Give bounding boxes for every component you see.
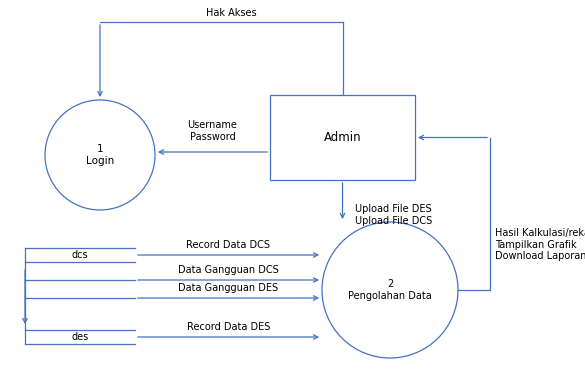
Text: Upload File DES
Upload File DCS: Upload File DES Upload File DCS (355, 204, 432, 226)
Text: Data Gangguan DCS: Data Gangguan DCS (178, 265, 279, 275)
Text: Username
Password: Username Password (188, 121, 238, 142)
Text: des: des (71, 332, 88, 342)
Text: Hak Akses: Hak Akses (206, 8, 257, 18)
Text: Record Data DCS: Record Data DCS (187, 240, 270, 250)
Text: Record Data DES: Record Data DES (187, 322, 270, 332)
Bar (270, 95, 415, 180)
Text: dcs: dcs (72, 250, 88, 260)
Text: Hasil Kalkulasi/rekapitulasi
Tampilkan Grafik
Download Laporan: Hasil Kalkulasi/rekapitulasi Tampilkan G… (495, 228, 585, 261)
Text: 1
Login: 1 Login (86, 144, 114, 166)
Text: Data Gangguan DES: Data Gangguan DES (178, 283, 278, 293)
Text: Admin: Admin (324, 131, 362, 144)
Text: 2
Pengolahan Data: 2 Pengolahan Data (348, 279, 432, 301)
